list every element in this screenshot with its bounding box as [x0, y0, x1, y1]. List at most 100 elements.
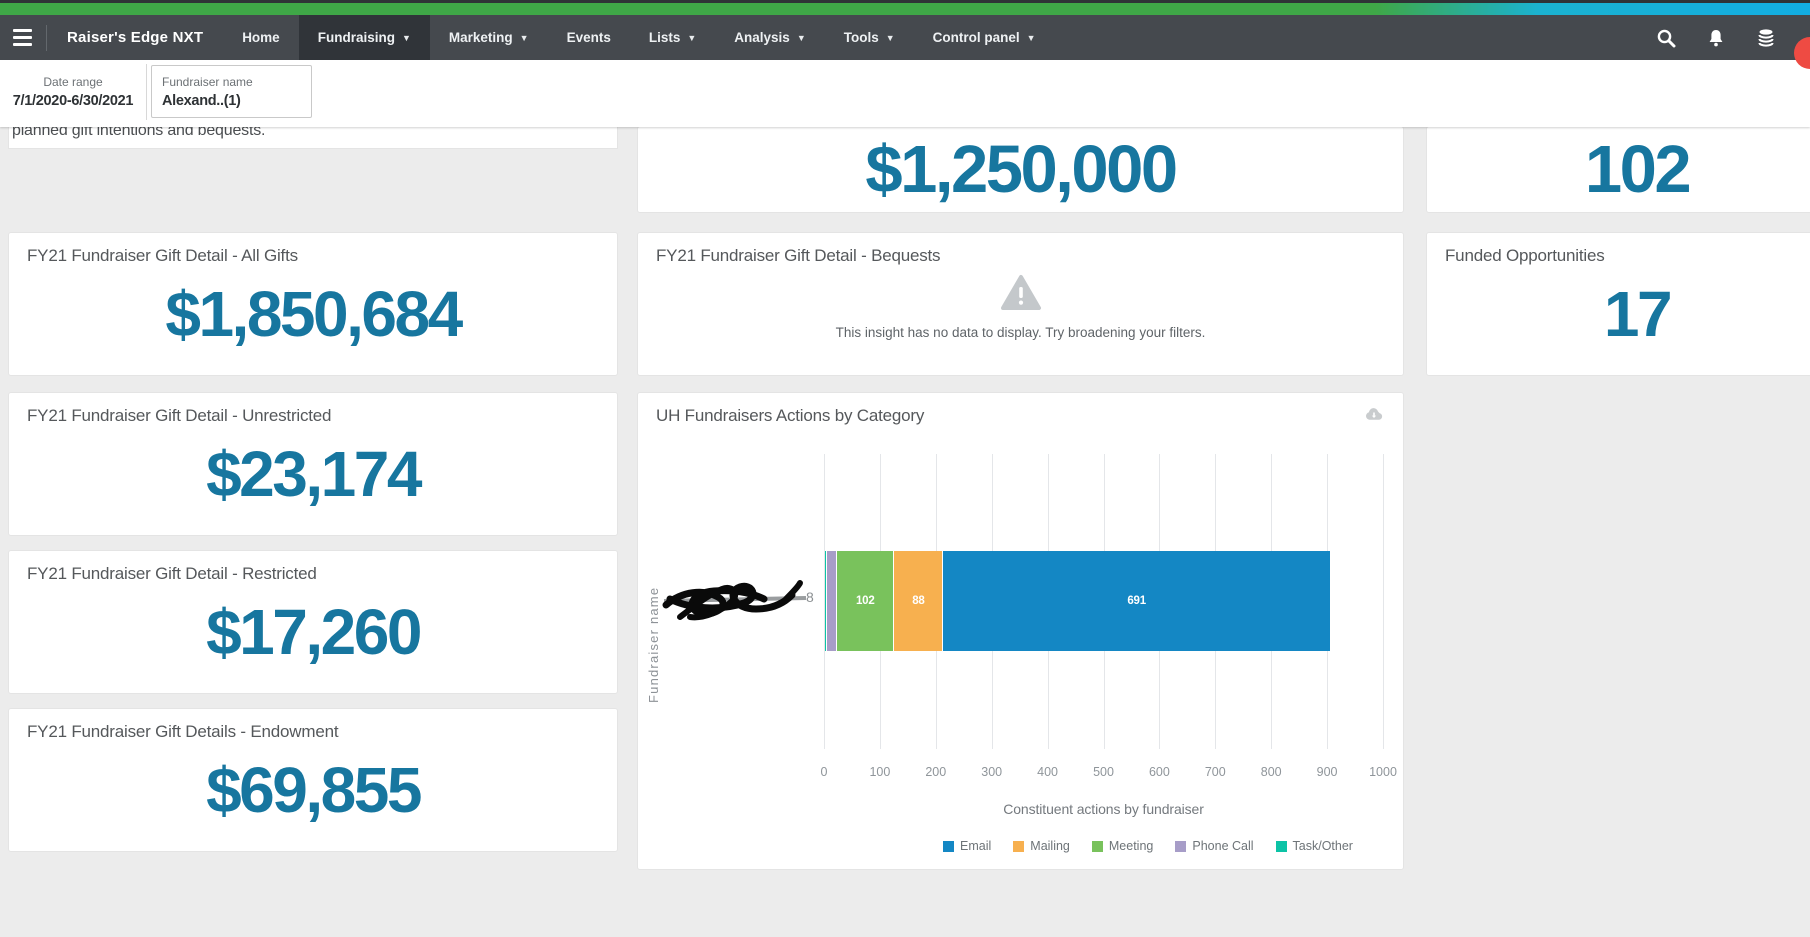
window-top-line [0, 0, 1810, 3]
x-tick-label: 1000 [1369, 765, 1397, 779]
fundraiser-filter-label: Fundraiser name [162, 74, 253, 89]
top-navbar: Raiser's Edge NXT Home Fundraising ▼ Mar… [0, 3, 1810, 69]
bar-segment-phone-call[interactable] [827, 551, 838, 651]
chevron-down-icon: ▼ [885, 33, 895, 43]
stacked-bar: 102 88 691 [825, 551, 1330, 651]
chart-title: UH Fundraisers Actions by Category [656, 406, 925, 425]
legend-item-phone-call[interactable]: Phone Call [1175, 839, 1254, 853]
nav-item-home[interactable]: Home [242, 30, 280, 45]
bar-segment-value: 102 [855, 595, 875, 607]
kpi-card-top-middle: $1,250,000 [638, 127, 1403, 212]
gridline [1383, 454, 1384, 749]
legend-swatch [1275, 840, 1287, 852]
date-range-label: Date range [43, 75, 103, 89]
kpi-value: $69,855 [206, 754, 422, 826]
chart-legend: Email Mailing Meeting Phone Call Task/Other [888, 839, 1408, 853]
x-tick-label: 200 [925, 765, 947, 779]
chevron-down-icon: ▼ [519, 33, 529, 43]
card-title: FY21 Fundraiser Gift Detail - Unrestrict… [27, 406, 332, 425]
chart-card-fundraiser-actions: UH Fundraisers Actions by Category 0 100 2… [638, 393, 1403, 869]
x-tick-label: 0 [820, 765, 828, 779]
kpi-value: $1,850,684 [165, 278, 463, 350]
fundraiser-name-filter[interactable]: Fundraiser name Alexand..(1) [151, 65, 312, 118]
nav-item-control-panel[interactable]: Control panel ▼ [932, 30, 1036, 45]
gridline [824, 454, 825, 749]
bar-segment-mailing[interactable]: 88 [894, 551, 944, 651]
clipped-insight-card: planned gift intentions and bequests. [9, 127, 617, 148]
clipped-card-text: planned gift intentions and bequests. [12, 127, 266, 139]
brand-color-strip [0, 3, 1810, 15]
chevron-down-icon: ▼ [687, 33, 697, 43]
legend-item-mailing[interactable]: Mailing [1013, 839, 1070, 853]
bar-segment-email[interactable]: 691 [943, 551, 1330, 651]
nav-item-events[interactable]: Events [566, 30, 611, 45]
bar-segment-meeting[interactable]: 102 [837, 551, 895, 651]
legend-label: Task/Other [1292, 839, 1353, 853]
card-title: FY21 Fundraiser Gift Detail - All Gifts [27, 246, 298, 265]
legend-item-email[interactable]: Email [943, 839, 991, 853]
legend-label: Email [960, 839, 992, 853]
legend-item-task-other[interactable]: Task/Other [1275, 839, 1353, 853]
cloud-icon[interactable] [1365, 407, 1383, 421]
legend-label: Meeting [1108, 839, 1154, 853]
kpi-value: $23,174 [206, 438, 422, 510]
kpi-card-unrestricted: FY21 Fundraiser Gift Detail - Unrestrict… [9, 393, 617, 535]
warning-triangle-icon [1000, 275, 1041, 310]
kpi-value: $17,260 [206, 596, 422, 668]
nav-item-marketing[interactable]: Marketing ▼ [448, 30, 529, 45]
kpi-card-bequests: FY21 Fundraiser Gift Detail - Bequests T… [638, 233, 1403, 375]
fundraiser-filter-value: Alexand..(1) [162, 92, 241, 109]
chart-y-axis-label: Fundraiser name [646, 586, 661, 703]
legend-label: Mailing [1030, 839, 1070, 853]
kpi-card-funded-opportunities: Funded Opportunities 17 [1427, 233, 1810, 375]
x-tick-label: 600 [1148, 765, 1170, 779]
kpi-value: $1,250,000 [865, 132, 1178, 207]
date-range-filter[interactable]: Date range 7/1/2020-6/30/2021 [0, 64, 147, 120]
card-title: Funded Opportunities [1445, 246, 1605, 265]
x-tick-label: 100 [869, 765, 891, 779]
x-tick-label: 400 [1037, 765, 1059, 779]
kpi-value: 102 [1584, 132, 1692, 207]
legend-swatch [1091, 840, 1103, 852]
legend-swatch [1013, 840, 1025, 852]
kpi-card-top-right: 102 [1427, 127, 1810, 212]
redacted-fundraiser-name [662, 580, 807, 621]
nav-item-tools[interactable]: Tools ▼ [843, 30, 895, 45]
x-tick-label: 900 [1316, 765, 1338, 779]
nav-divider [46, 24, 47, 51]
date-range-value: 7/1/2020-6/30/2021 [12, 93, 134, 109]
legend-swatch [943, 840, 955, 852]
app-brand: Raiser's Edge NXT [67, 29, 204, 46]
filter-bar: Date range 7/1/2020-6/30/2021 Fundraiser… [0, 60, 1810, 127]
x-tick-label: 500 [1093, 765, 1114, 779]
kpi-value: 17 [1603, 278, 1673, 350]
legend-label: Phone Call [1192, 839, 1254, 853]
nav-item-lists[interactable]: Lists ▼ [648, 30, 697, 45]
avatar[interactable] [1794, 37, 1810, 69]
x-tick-label: 800 [1260, 765, 1282, 779]
bell-icon[interactable] [1706, 28, 1726, 48]
chart-x-axis-title: Constituent actions by fundraiser [1003, 801, 1204, 817]
nav-item-analysis[interactable]: Analysis ▼ [734, 30, 806, 45]
chevron-down-icon: ▼ [1026, 33, 1036, 43]
card-title: FY21 Fundraiser Gift Detail - Bequests [656, 246, 941, 265]
database-icon[interactable] [1756, 28, 1776, 48]
kpi-card-restricted: FY21 Fundraiser Gift Detail - Restricted… [9, 551, 617, 693]
category-label-remnant: 8 [806, 589, 814, 605]
chevron-down-icon: ▼ [401, 33, 411, 43]
hamburger-menu-icon[interactable] [0, 15, 46, 60]
no-data-message: This insight has no data to display. Try… [835, 325, 1206, 340]
x-tick-label: 300 [981, 765, 1003, 779]
chart-plot-area: 0 100 200 300 400 500 600 700 800 900 1000 Fundrai… [638, 393, 1403, 869]
legend-swatch [1175, 840, 1187, 852]
search-icon[interactable] [1656, 28, 1676, 48]
x-tick-label: 700 [1204, 765, 1226, 779]
kpi-card-endowment: FY21 Fundraiser Gift Details - Endowment… [9, 709, 617, 851]
nav-item-fundraising[interactable]: Fundraising ▼ [298, 3, 431, 60]
kpi-card-all-gifts: FY21 Fundraiser Gift Detail - All Gifts … [9, 233, 617, 375]
legend-item-meeting[interactable]: Meeting [1091, 839, 1154, 853]
card-title: FY21 Fundraiser Gift Details - Endowment [27, 722, 339, 741]
bar-segment-value: 88 [912, 595, 925, 607]
bar-segment-task-other[interactable] [825, 551, 828, 651]
bar-segment-value: 691 [1127, 595, 1146, 607]
